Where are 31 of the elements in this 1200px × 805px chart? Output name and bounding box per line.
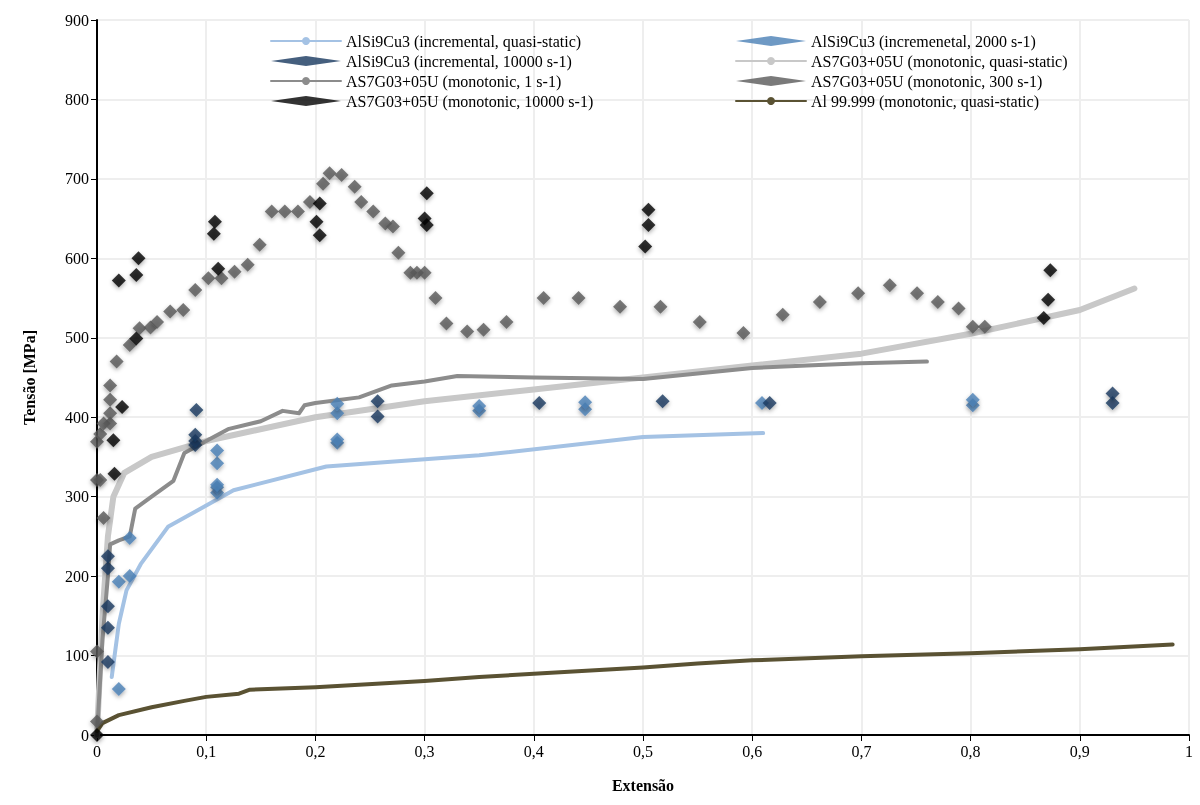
y-tick-label: 400 (65, 408, 89, 426)
y-tick-label: 300 (65, 488, 89, 506)
y-axis-title: Tensão [MPa] (20, 330, 38, 425)
x-tick-label: 0,2 (305, 742, 326, 760)
y-tick-label: 100 (65, 647, 89, 665)
y-tick-label: 700 (65, 170, 89, 188)
x-tick-label: 0,7 (851, 742, 872, 760)
legend-label: Al 99.999 (monotonic, quasi-static) (811, 92, 1039, 111)
legend-label: AS7G03+05U (monotonic, quasi-static) (811, 52, 1068, 71)
x-tick-label: 0,1 (196, 742, 217, 760)
x-tick-label: 0,3 (414, 742, 435, 760)
y-tick-label: 0 (81, 726, 89, 744)
y-tick-label: 800 (65, 90, 89, 108)
x-tick-label: 0,6 (742, 742, 763, 760)
legend-label: AS7G03+05U (monotonic, 300 s-1) (811, 72, 1043, 91)
y-tick-label: 500 (65, 329, 89, 347)
y-tick-label: 200 (65, 567, 89, 585)
legend-label: AlSi9Cu3 (incremental, quasi-static) (346, 32, 582, 51)
x-tick-label: 0,8 (960, 742, 981, 760)
x-tick-label: 0,4 (523, 742, 544, 760)
x-axis-title: Extensão (611, 776, 675, 794)
legend-label: AlSi9Cu3 (incremental, 10000 s-1) (346, 52, 572, 71)
y-tick-label: 900 (65, 11, 89, 29)
legend-label: AS7G03+05U (monotonic, 1 s-1) (346, 72, 562, 91)
x-tick-label: 1 (1185, 742, 1193, 760)
y-tick-label: 600 (65, 249, 89, 267)
legend-label: AS7G03+05U (monotonic, 10000 s-1) (346, 92, 594, 111)
x-tick-label: 0,9 (1069, 742, 1090, 760)
x-tick-label: 0,5 (633, 742, 653, 760)
legend-label: AlSi9Cu3 (incremenetal, 2000 s-1) (811, 32, 1036, 51)
x-tick-label: 0 (93, 742, 101, 760)
